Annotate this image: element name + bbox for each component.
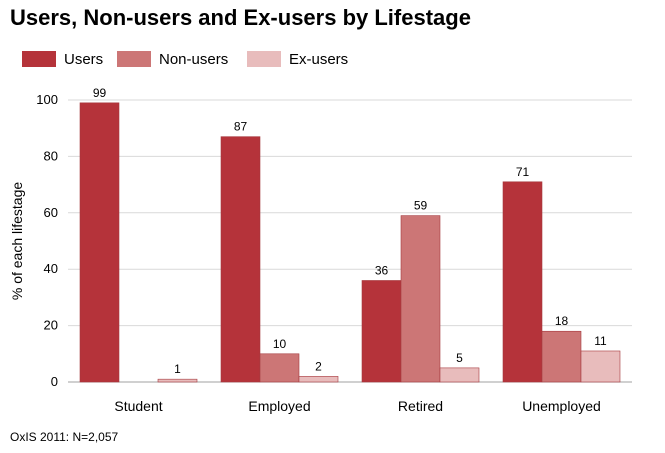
y-axis-title: % of each lifestage — [9, 182, 25, 301]
chart-title: Users, Non-users and Ex-users by Lifesta… — [10, 5, 471, 30]
data-label: 11 — [594, 334, 607, 348]
bar — [502, 181, 543, 383]
data-label: 99 — [93, 86, 107, 100]
data-label: 87 — [234, 120, 248, 134]
data-label: 36 — [375, 263, 389, 277]
data-label: 2 — [315, 359, 322, 373]
bar — [259, 353, 300, 383]
y-tick-label: 80 — [44, 148, 58, 163]
x-tick-label: Retired — [398, 398, 443, 414]
x-tick-label: Employed — [248, 398, 310, 414]
bar — [361, 280, 402, 383]
bar — [220, 136, 261, 383]
legend-label: Ex-users — [289, 51, 349, 68]
source-note: OxIS 2011: N=2,057 — [10, 430, 119, 444]
legend-label: Non-users — [159, 51, 229, 68]
bar — [541, 330, 582, 383]
y-tick-label: 100 — [36, 92, 58, 107]
y-tick-label: 40 — [44, 261, 58, 276]
bar — [580, 350, 621, 383]
bar — [298, 376, 339, 383]
legend-swatch — [117, 51, 151, 67]
data-label: 5 — [456, 351, 463, 365]
y-tick-label: 20 — [44, 318, 58, 333]
x-tick-label: Unemployed — [522, 398, 601, 414]
bar — [439, 367, 480, 383]
data-label: 71 — [516, 165, 530, 179]
x-tick-label: Student — [114, 398, 162, 414]
bar — [79, 102, 120, 383]
data-label: 59 — [414, 199, 428, 213]
y-tick-label: 0 — [51, 374, 58, 389]
legend-swatch — [247, 51, 281, 67]
data-label: 18 — [555, 314, 569, 328]
legend-swatch — [22, 51, 56, 67]
legend-label: Users — [64, 51, 104, 68]
data-label: 1 — [174, 362, 181, 376]
bar — [400, 215, 441, 383]
y-tick-label: 60 — [44, 205, 58, 220]
data-label: 10 — [273, 337, 287, 351]
bar — [157, 378, 198, 383]
